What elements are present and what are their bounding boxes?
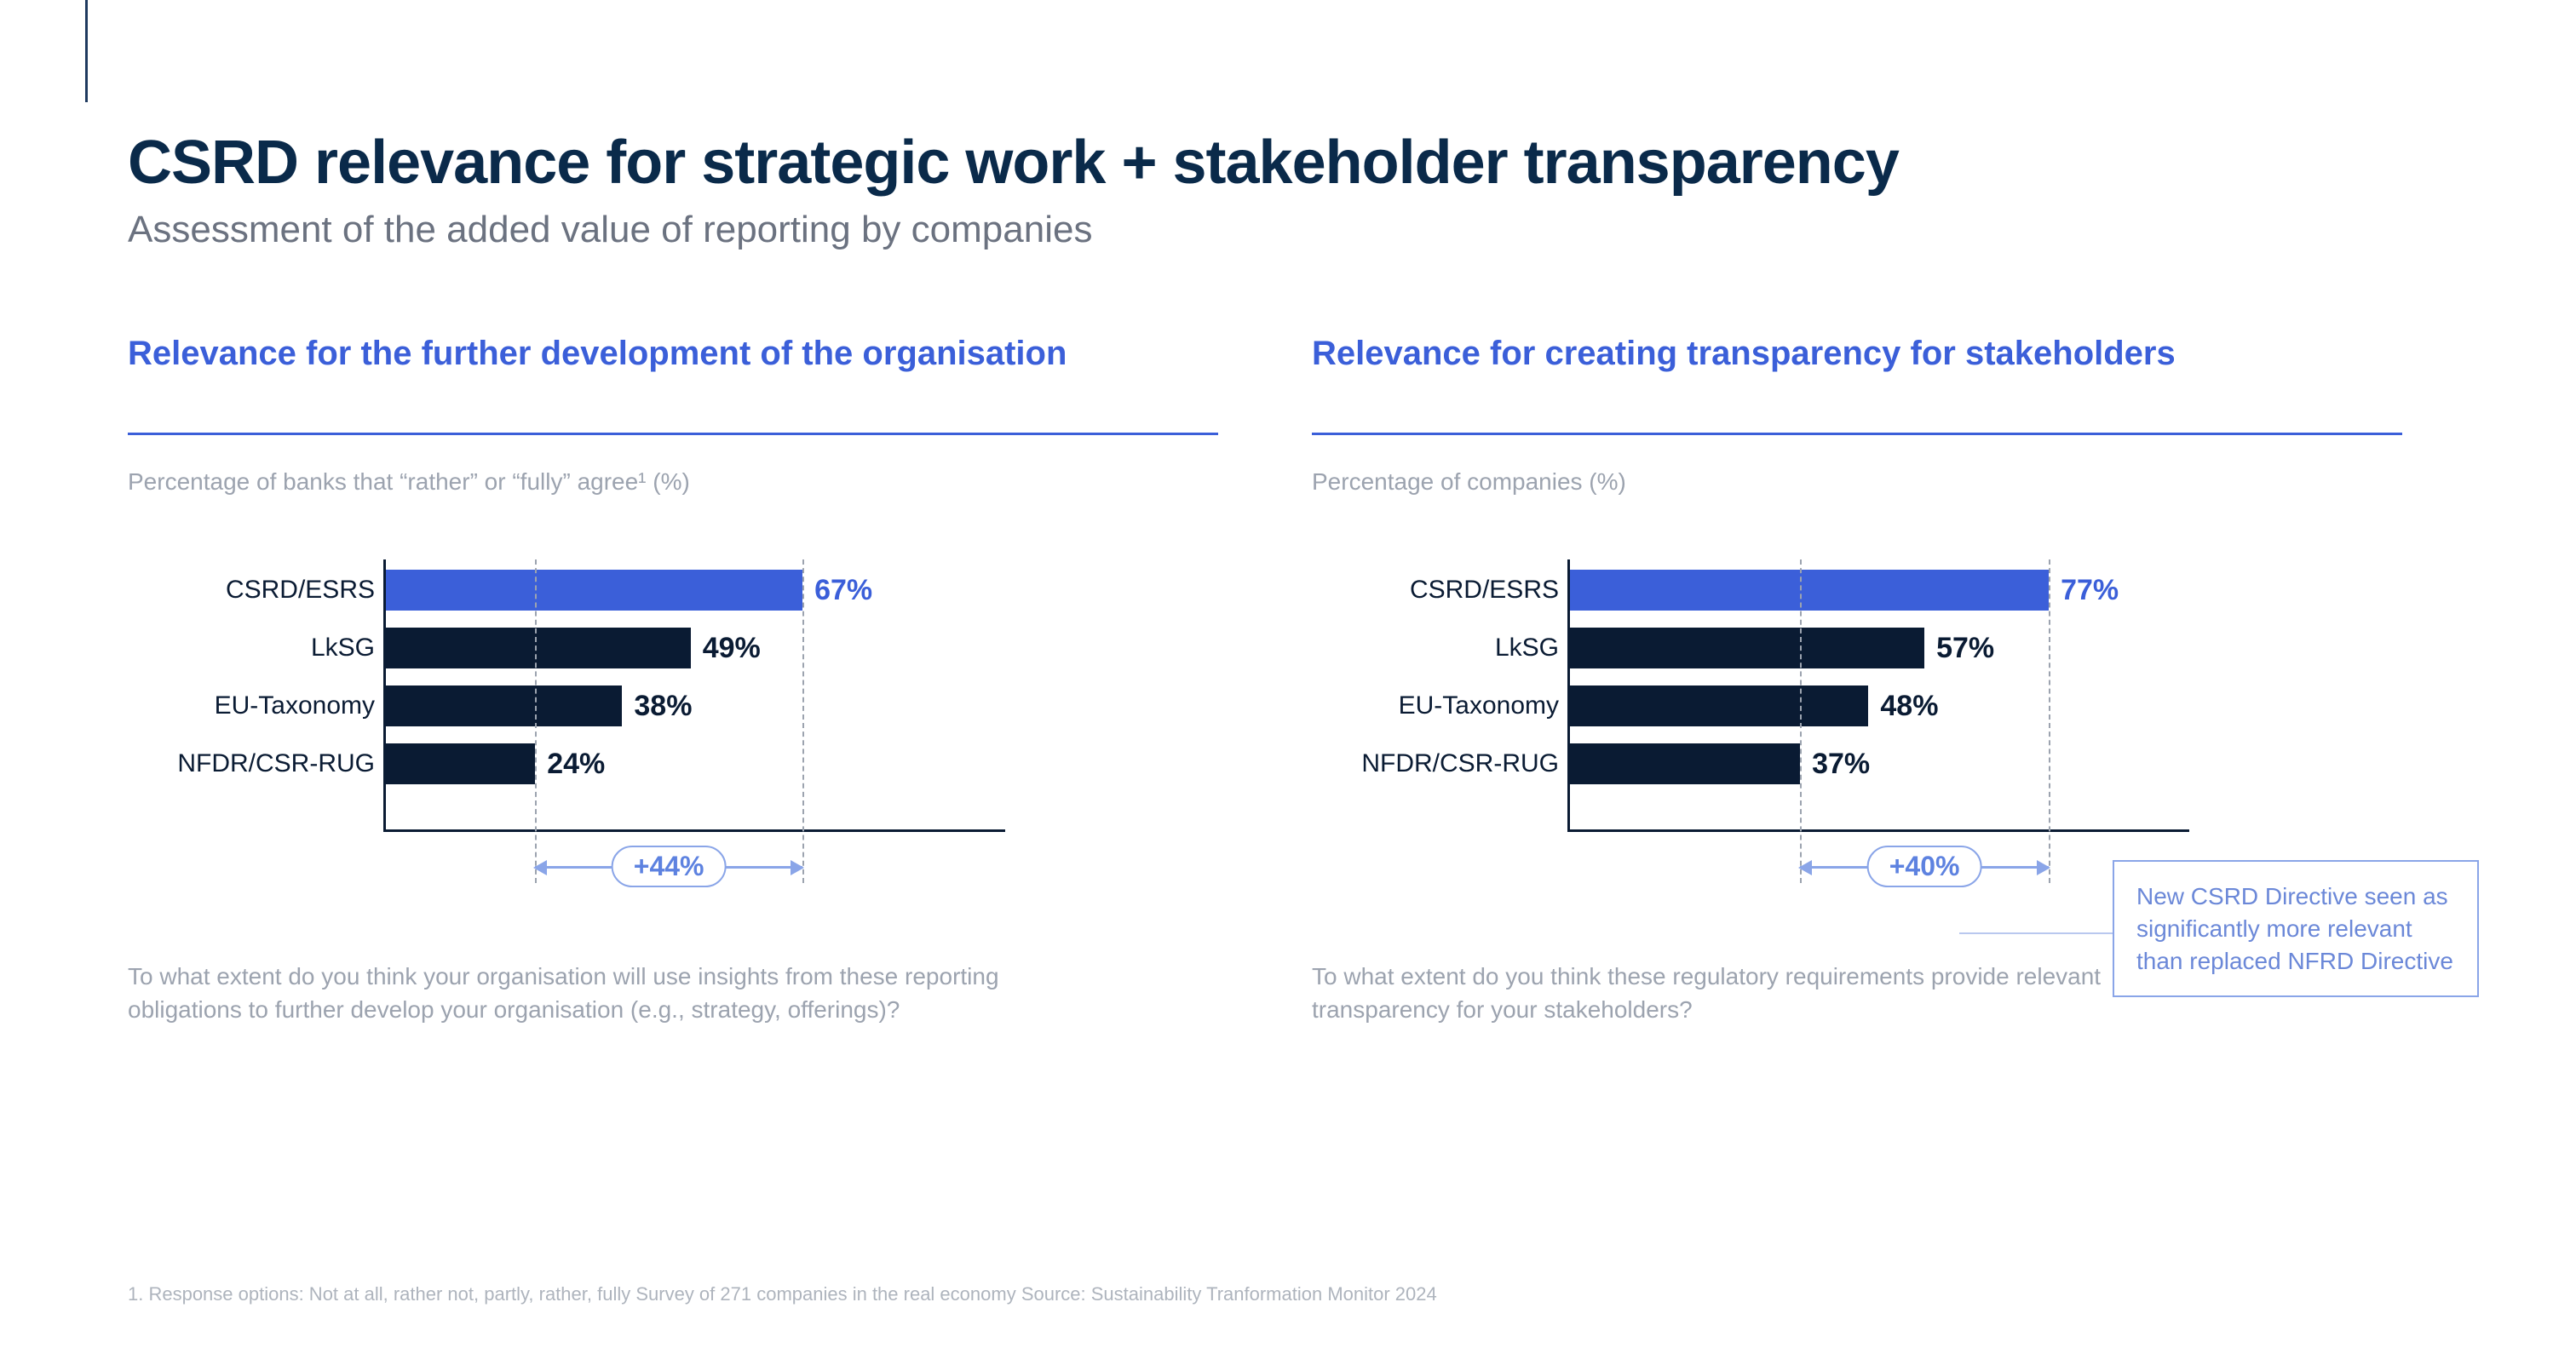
- row-label: LkSG: [128, 634, 375, 663]
- bar-value: 38%: [634, 685, 692, 726]
- bar-value: 24%: [547, 743, 605, 784]
- right-panel-rule: [1312, 433, 2402, 435]
- row-label: CSRD/ESRS: [1312, 576, 1559, 605]
- callout-leader: [1959, 932, 2113, 934]
- row-label: EU-Taxonomy: [128, 691, 375, 720]
- bar-value: 57%: [1936, 628, 1994, 668]
- bar-value: 49%: [703, 628, 761, 668]
- callout-box: New CSRD Directive seen as significantly…: [2113, 860, 2479, 997]
- x-axis: [383, 829, 1005, 832]
- right-panel-title: Relevance for creating transparency for …: [1312, 332, 2402, 421]
- row-label: LkSG: [1312, 634, 1559, 663]
- x-axis: [1567, 829, 2189, 832]
- difference-label: +44%: [612, 846, 727, 887]
- right-axis-caption: Percentage of companies (%): [1312, 466, 2402, 534]
- reference-line: [2049, 559, 2050, 883]
- left-panel-title: Relevance for the further development of…: [128, 332, 1218, 421]
- difference-label: +40%: [1867, 846, 1982, 887]
- row-label: CSRD/ESRS: [128, 576, 375, 605]
- bar-value: 37%: [1812, 743, 1870, 784]
- left-question: To what extent do you think your organis…: [128, 960, 1048, 1026]
- chart-row: NFDR/CSR-RUG 37%: [1312, 738, 2402, 789]
- right-question: To what extent do you think these regula…: [1312, 960, 2232, 1026]
- page-subtitle: Assessment of the added value of reporti…: [128, 209, 1092, 251]
- reference-line: [1800, 559, 1802, 883]
- row-label: NFDR/CSR-RUG: [1312, 749, 1559, 778]
- chart-row: LkSG 49%: [128, 622, 1218, 674]
- bar: [1570, 685, 1868, 726]
- chart-row: NFDR/CSR-RUG 24%: [128, 738, 1218, 789]
- left-vertical-rule: [85, 0, 88, 102]
- bar: [386, 743, 535, 784]
- page-title: CSRD relevance for strategic work + stak…: [128, 128, 1899, 198]
- left-axis-caption: Percentage of banks that “rather” or “fu…: [128, 466, 1218, 534]
- left-panel-rule: [128, 433, 1218, 435]
- chart-row: EU-Taxonomy 48%: [1312, 680, 2402, 731]
- row-label: EU-Taxonomy: [1312, 691, 1559, 720]
- left-chart: CSRD/ESRS 67% LkSG 49% EU-Taxonomy 38% NFDR/CS…: [128, 559, 1218, 883]
- bar-value: 67%: [814, 570, 872, 611]
- bar: [386, 628, 691, 668]
- chart-row: CSRD/ESRS 77%: [1312, 565, 2402, 616]
- right-chart: CSRD/ESRS 77% LkSG 57% EU-Taxonomy 48% NFDR/CS…: [1312, 559, 2402, 883]
- bar-value: 77%: [2061, 570, 2119, 611]
- left-panel: Relevance for the further development of…: [128, 332, 1218, 1026]
- chart-row: EU-Taxonomy 38%: [128, 680, 1218, 731]
- reference-line: [802, 559, 804, 883]
- footnote: 1. Response options: Not at all, rather …: [128, 1283, 1437, 1305]
- row-label: NFDR/CSR-RUG: [128, 749, 375, 778]
- difference-annotation: +44%: [535, 846, 802, 888]
- bar-value: 48%: [1880, 685, 1938, 726]
- reference-line: [535, 559, 537, 883]
- chart-row: CSRD/ESRS 67%: [128, 565, 1218, 616]
- callout-text: New CSRD Directive seen as significantly…: [2136, 883, 2453, 974]
- bar: [386, 685, 622, 726]
- bar: [1570, 570, 2049, 611]
- bar: [1570, 628, 1924, 668]
- bar: [386, 570, 802, 611]
- difference-annotation: +40%: [1800, 846, 2049, 888]
- bar: [1570, 743, 1800, 784]
- chart-row: LkSG 57%: [1312, 622, 2402, 674]
